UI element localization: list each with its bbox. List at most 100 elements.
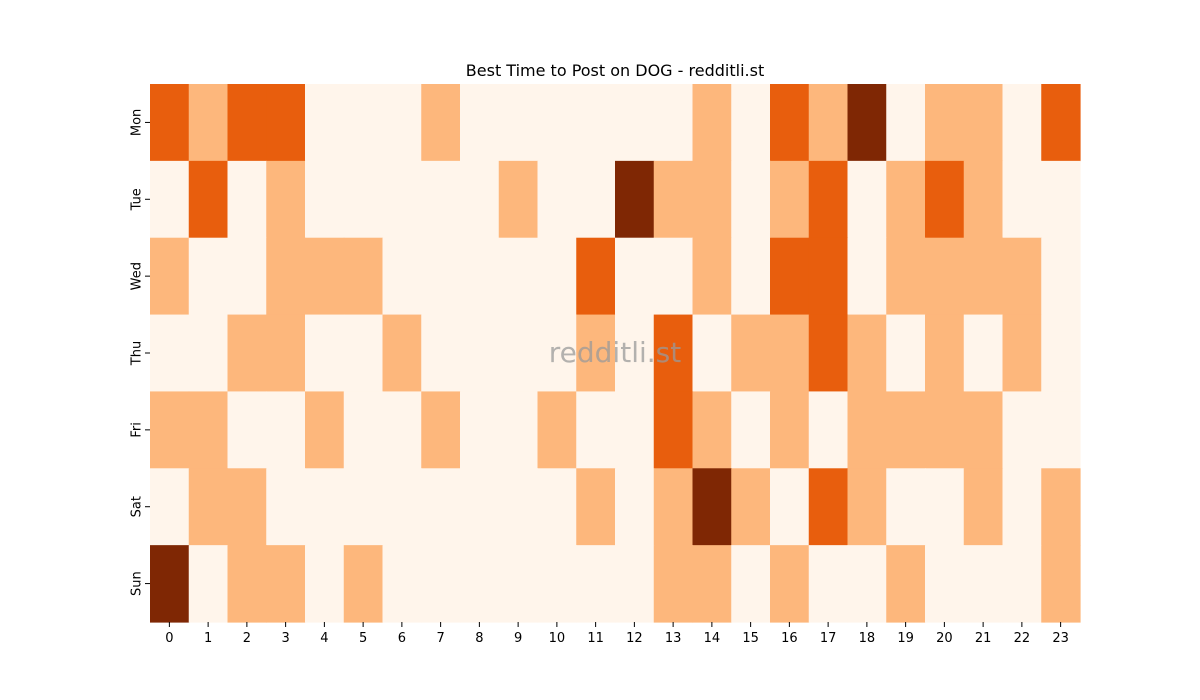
heatmap-cell-sun-18 <box>847 545 887 623</box>
heatmap-cell-mon-8 <box>460 84 500 162</box>
watermark: redditli.st <box>549 336 681 369</box>
heatmap-cell-mon-3 <box>266 84 306 162</box>
x-tick-label: 4 <box>320 631 328 646</box>
heatmap-cell-thu-6 <box>382 314 422 393</box>
y-tick-label: Thu <box>130 341 145 366</box>
heatmap-cell-thu-17 <box>808 314 849 393</box>
heatmap-cell-fri-20 <box>925 391 965 469</box>
heatmap-cell-sun-6 <box>382 545 422 623</box>
x-tick-label: 20 <box>936 631 953 646</box>
heatmap-cell-tue-15 <box>731 160 771 239</box>
heatmap-cell-sun-21 <box>963 545 1004 623</box>
heatmap-cell-wed-22 <box>1002 237 1042 316</box>
heatmap-cell-sat-16 <box>770 468 810 546</box>
heatmap-cell-wed-20 <box>925 237 965 316</box>
heatmap-cell-tue-2 <box>227 160 267 239</box>
heatmap-cell-tue-19 <box>886 160 926 239</box>
heatmap-cell-sun-4 <box>305 545 345 623</box>
heatmap-cell-sat-19 <box>886 468 926 546</box>
heatmap-cell-sat-11 <box>576 468 616 546</box>
heatmap-cell-sun-23 <box>1041 545 1081 623</box>
x-tick-label: 7 <box>436 631 444 646</box>
heatmap-cell-fri-22 <box>1002 391 1042 469</box>
heatmap-cell-sat-9 <box>498 468 539 546</box>
heatmap-cell-sat-18 <box>847 468 887 546</box>
heatmap-cell-sat-23 <box>1041 468 1081 546</box>
x-tick-label: 10 <box>549 631 566 646</box>
heatmap-cell-mon-7 <box>421 84 461 162</box>
heatmap-cell-sun-13 <box>653 545 694 623</box>
heatmap-cell-thu-22 <box>1002 314 1042 393</box>
x-tick-label: 12 <box>626 631 643 646</box>
heatmap-cell-sat-3 <box>266 468 306 546</box>
heatmap-cell-wed-12 <box>615 237 655 316</box>
heatmap-cell-sat-5 <box>343 468 384 546</box>
heatmap-cell-mon-2 <box>227 84 267 162</box>
heatmap-cell-fri-7 <box>421 391 461 469</box>
heatmap-cell-tue-10 <box>537 160 577 239</box>
heatmap-cell-mon-20 <box>925 84 965 162</box>
heatmap-cell-tue-7 <box>421 160 461 239</box>
heatmap-cell-thu-3 <box>266 314 306 393</box>
x-tick-label: 0 <box>165 631 173 646</box>
heatmap-cell-fri-5 <box>343 391 384 469</box>
heatmap-cell-mon-13 <box>653 84 694 162</box>
heatmap-cell-wed-18 <box>847 237 887 316</box>
heatmap-cell-thu-11 <box>576 314 616 393</box>
heatmap-cell-wed-9 <box>498 237 539 316</box>
heatmap-cell-fri-14 <box>692 391 732 469</box>
heatmap-cell-wed-11 <box>576 237 616 316</box>
heatmap-cell-wed-23 <box>1041 237 1081 316</box>
x-tick-label: 2 <box>243 631 251 646</box>
heatmap-cell-sun-10 <box>537 545 577 623</box>
heatmap-cell-mon-15 <box>731 84 771 162</box>
heatmap-cell-fri-1 <box>188 391 229 469</box>
heatmap-cell-thu-9 <box>498 314 539 393</box>
heatmap-cell-thu-13 <box>653 314 694 393</box>
heatmap-cell-wed-14 <box>692 237 732 316</box>
heatmap-cell-fri-18 <box>847 391 887 469</box>
heatmap-cell-fri-16 <box>770 391 810 469</box>
heatmap-cell-sun-12 <box>615 545 655 623</box>
heatmap-cell-sun-17 <box>808 545 849 623</box>
y-axis-ticks: Mon Tue Wed Thu Fri Sat Sun <box>130 109 150 596</box>
heatmap-cell-sun-11 <box>576 545 616 623</box>
heatmap-cell-thu-18 <box>847 314 887 393</box>
heatmap-cell-wed-13 <box>653 237 694 316</box>
heatmap-cell-wed-7 <box>421 237 461 316</box>
heatmap-cell-sat-15 <box>731 468 771 546</box>
heatmap-cell-sun-19 <box>886 545 926 623</box>
heatmap-cell-thu-23 <box>1041 314 1081 393</box>
heatmap-cell-sun-15 <box>731 545 771 623</box>
heatmap-cell-sun-2 <box>227 545 267 623</box>
heatmap-cell-thu-21 <box>963 314 1004 393</box>
heatmap-cell-wed-3 <box>266 237 306 316</box>
heatmap-cell-fri-10 <box>537 391 577 469</box>
heatmap-cell-fri-12 <box>615 391 655 469</box>
x-tick-label: 14 <box>704 631 721 646</box>
heatmap-cell-fri-19 <box>886 391 926 469</box>
heatmap-cell-tue-14 <box>692 160 732 239</box>
x-tick-label: 13 <box>665 631 682 646</box>
heatmap-cell-thu-1 <box>188 314 229 393</box>
heatmap-cell-thu-20 <box>925 314 965 393</box>
y-tick-label: Sat <box>130 496 145 517</box>
heatmap-cell-sat-22 <box>1002 468 1042 546</box>
heatmap-cell-fri-3 <box>266 391 306 469</box>
x-tick-label: 21 <box>975 631 992 646</box>
heatmap-cell-tue-6 <box>382 160 422 239</box>
heatmap-cell-mon-23 <box>1041 84 1081 162</box>
x-axis-ticks: 0 1 2 3 4 5 6 7 8 9 10 11 12 13 14 15 16 17 18 19 20 21 22 23 <box>165 622 1069 646</box>
heatmap-cell-tue-5 <box>343 160 384 239</box>
heatmap-cell-sat-14 <box>692 468 732 546</box>
heatmap-cell-mon-0 <box>150 84 190 162</box>
heatmap-cell-mon-4 <box>305 84 345 162</box>
heatmap-cell-fri-15 <box>731 391 771 469</box>
heatmap-cell-tue-13 <box>653 160 694 239</box>
heatmap-cell-fri-11 <box>576 391 616 469</box>
x-tick-label: 8 <box>475 631 483 646</box>
heatmap-cell-tue-11 <box>576 160 616 239</box>
x-tick-label: 5 <box>359 631 367 646</box>
heatmap-cell-mon-17 <box>808 84 849 162</box>
heatmap-cell-thu-8 <box>460 314 500 393</box>
